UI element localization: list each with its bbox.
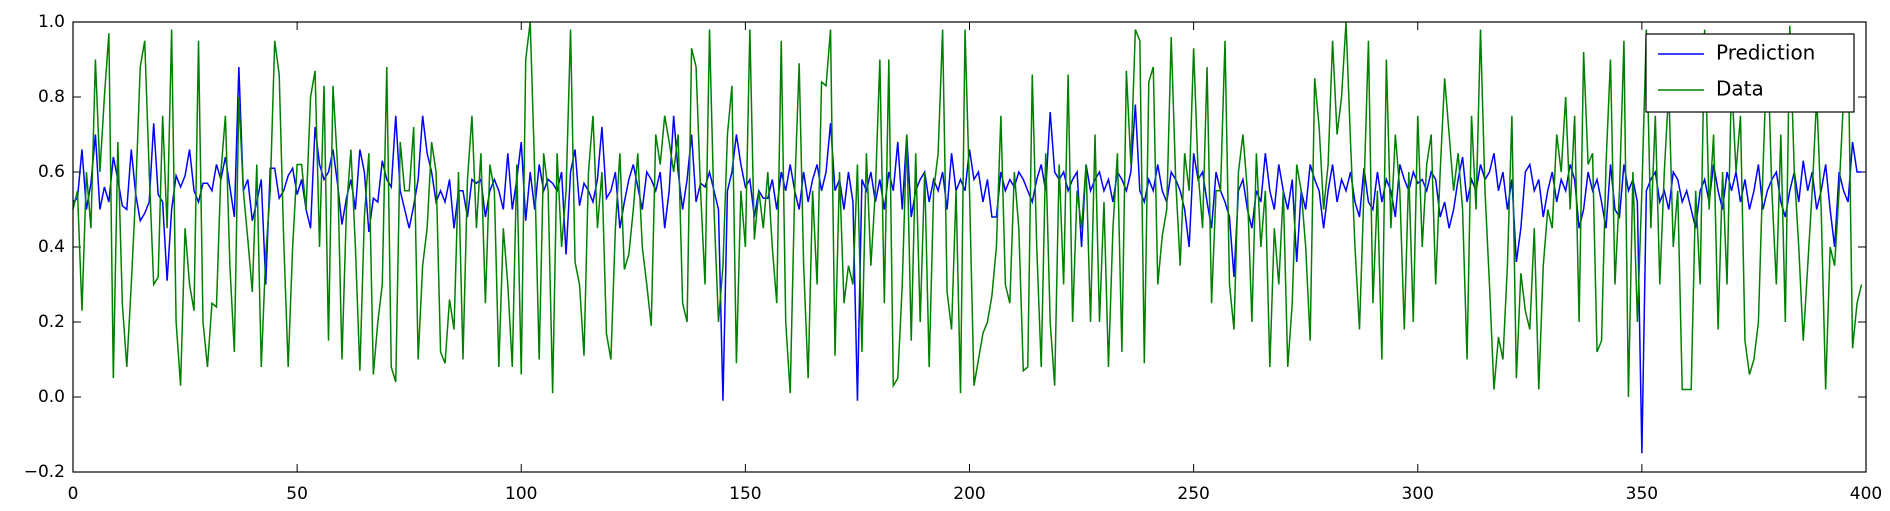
- x-tick-label: 150: [729, 484, 761, 504]
- series-line: [72, 21, 1863, 398]
- x-tick-label: 200: [953, 484, 985, 504]
- x-tick-label: 400: [1850, 484, 1882, 504]
- y-tick-label: 1.0: [38, 12, 65, 32]
- y-tick-label: 0.8: [38, 87, 65, 107]
- series-line: [72, 66, 1862, 454]
- x-tick-label: 0: [68, 484, 79, 504]
- legend-label: Data: [1716, 77, 1764, 101]
- x-tick-label: 250: [1177, 484, 1209, 504]
- x-tick-label: 300: [1402, 484, 1434, 504]
- x-tick-label: 100: [505, 484, 537, 504]
- plot-frame: [72, 21, 1867, 473]
- x-tick-label: 350: [1626, 484, 1658, 504]
- y-tick-label: 0.6: [38, 162, 65, 182]
- x-tick-label: 50: [286, 484, 308, 504]
- legend-label: Prediction: [1716, 41, 1815, 65]
- legend-box: [1645, 33, 1855, 113]
- y-tick-label: −0.2: [24, 462, 65, 482]
- y-tick-label: 0.2: [38, 312, 65, 332]
- y-tick-label: 0.4: [38, 237, 65, 257]
- y-tick-label: 0.0: [38, 387, 65, 407]
